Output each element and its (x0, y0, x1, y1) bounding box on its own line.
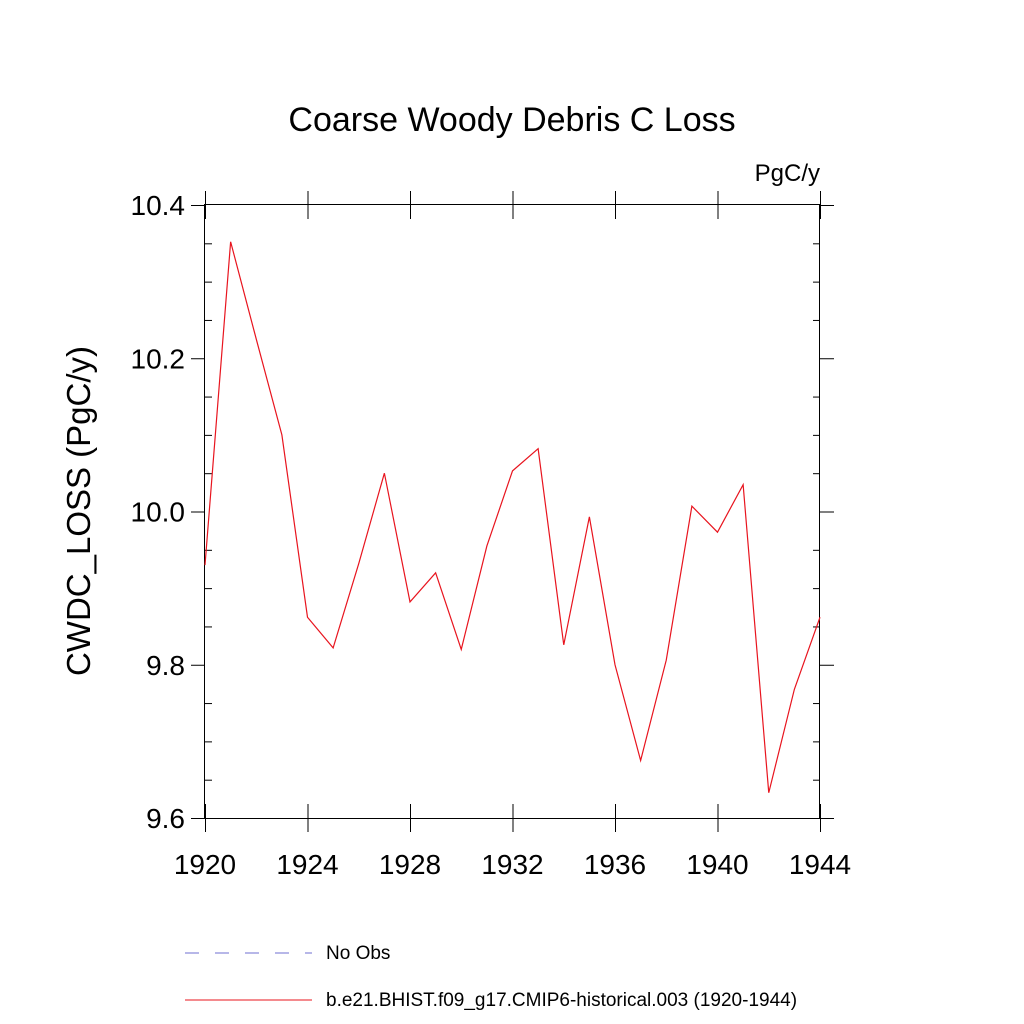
axis-tick-labels: 1920 1924 1928 1932 1936 1940 1944 9.6 9.8 10.0 10… (131, 190, 852, 880)
x-tick-label: 1940 (686, 849, 748, 880)
units-label: PgC/y (755, 160, 820, 187)
y-axis-label: CWDC_LOSS (PgC/y) (60, 346, 97, 676)
y-tick-label: 10.4 (131, 190, 186, 221)
chart-title: Coarse Woody Debris C Loss (288, 101, 735, 139)
y-tick-label: 10.2 (131, 343, 186, 374)
x-tick-label: 1928 (379, 849, 441, 880)
x-tick-label: 1920 (174, 849, 236, 880)
x-tick-label: 1932 (481, 849, 543, 880)
series-line (204, 241, 821, 793)
x-tick-label: 1944 (789, 849, 851, 880)
legend: No Obs b.e21.BHIST.f09_g17.CMIP6-histori… (185, 943, 797, 1011)
y-tick-label: 10.0 (131, 497, 186, 528)
plot-frame (204, 204, 820, 819)
y-tick-label: 9.8 (146, 650, 185, 681)
legend-label-no-obs: No Obs (326, 943, 390, 964)
x-tick-label: 1924 (276, 849, 338, 880)
x-tick-label: 1936 (584, 849, 646, 880)
legend-label-model: b.e21.BHIST.f09_g17.CMIP6-historical.003… (326, 990, 797, 1011)
data-series (204, 241, 821, 793)
axis-ticks (191, 191, 834, 832)
y-tick-label: 9.6 (146, 803, 185, 834)
